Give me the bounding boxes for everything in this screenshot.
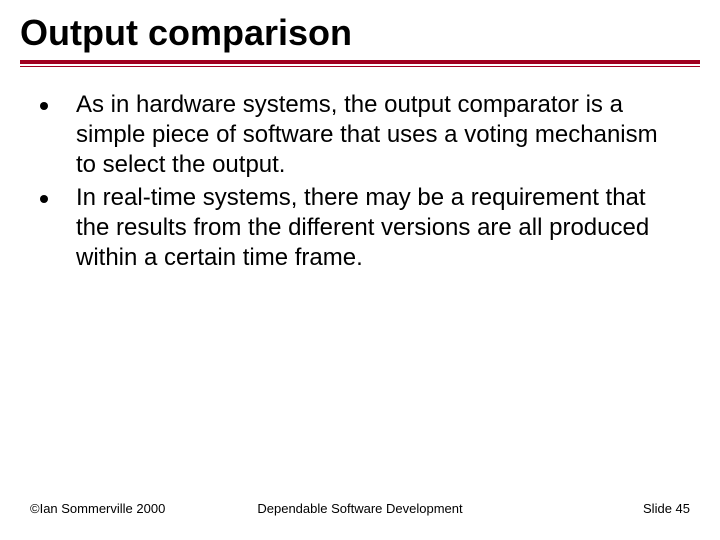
bullet-item: As in hardware systems, the output compa… [40, 90, 666, 181]
title-block: Output comparison [20, 12, 700, 67]
slide: Output comparison As in hardware systems… [0, 0, 720, 540]
title-rule-thin [20, 66, 700, 67]
slide-title: Output comparison [20, 12, 700, 60]
bullet-text: As in hardware systems, the output compa… [76, 90, 666, 181]
footer-right: Slide 45 [643, 501, 690, 516]
slide-body: As in hardware systems, the output compa… [40, 90, 666, 275]
title-rule-thick [20, 60, 700, 64]
bullet-item: In real-time systems, there may be a req… [40, 183, 666, 274]
slide-footer: ©Ian Sommerville 2000 Dependable Softwar… [30, 501, 690, 516]
bullet-icon [40, 102, 48, 110]
footer-left: ©Ian Sommerville 2000 [30, 501, 165, 516]
bullet-icon [40, 195, 48, 203]
bullet-text: In real-time systems, there may be a req… [76, 183, 666, 274]
